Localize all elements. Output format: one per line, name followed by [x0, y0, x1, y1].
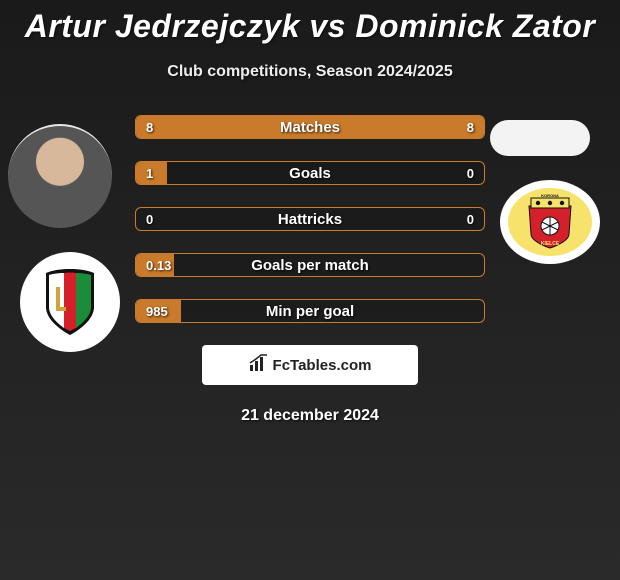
stats-table: 8Matches81Goals00Hattricks00.13Goals per… — [135, 115, 485, 323]
stat-value-left: 1 — [146, 166, 153, 181]
attribution-text: FcTables.com — [273, 357, 372, 374]
legia-shield-icon — [42, 267, 98, 337]
stat-value-left: 0 — [146, 212, 153, 227]
stat-row: 0.13Goals per match — [135, 253, 485, 277]
stat-value-left: 985 — [146, 304, 168, 319]
svg-text:KIELCE: KIELCE — [541, 241, 560, 247]
korona-shield-icon: KIELCE KORONA — [525, 194, 575, 250]
stat-row: 8Matches8 — [135, 115, 485, 139]
stat-value-left: 0.13 — [146, 258, 171, 273]
stat-label: Goals per match — [136, 257, 484, 274]
stat-value-right: 0 — [467, 166, 474, 181]
page-title: Artur Jedrzejczyk vs Dominick Zator — [0, 0, 620, 45]
player2-avatar — [490, 120, 590, 156]
stat-label: Hattricks — [136, 211, 484, 228]
subtitle: Club competitions, Season 2024/2025 — [0, 63, 620, 81]
stat-row: 985Min per goal — [135, 299, 485, 323]
stat-row: 1Goals0 — [135, 161, 485, 185]
stat-value-right: 8 — [467, 120, 474, 135]
svg-text:KORONA: KORONA — [541, 194, 559, 198]
attribution-badge: FcTables.com — [202, 345, 418, 385]
player1-avatar — [8, 124, 112, 228]
stat-label: Goals — [136, 165, 484, 182]
player2-club-badge: KIELCE KORONA — [500, 180, 600, 264]
stat-row: 0Hattricks0 — [135, 207, 485, 231]
stat-value-right: 0 — [467, 212, 474, 227]
stat-value-left: 8 — [146, 120, 153, 135]
chart-icon — [249, 354, 269, 377]
stat-bar-full — [136, 116, 484, 138]
player1-club-badge — [20, 252, 120, 352]
stat-label: Min per goal — [136, 303, 484, 320]
date-text: 21 december 2024 — [0, 407, 620, 425]
